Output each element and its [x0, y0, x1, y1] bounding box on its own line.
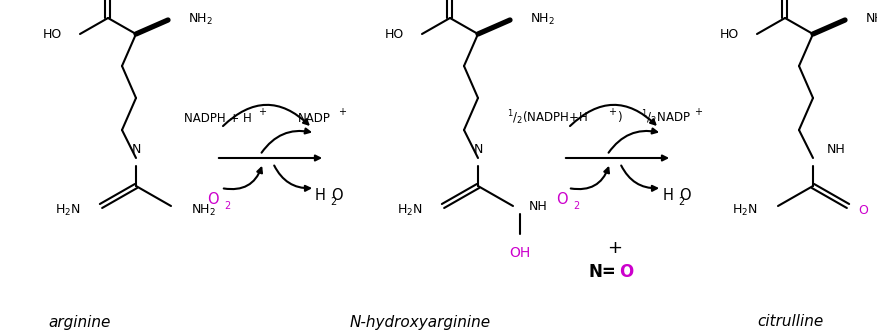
- Text: HO: HO: [719, 28, 738, 41]
- Text: +: +: [258, 107, 266, 117]
- Text: 2: 2: [330, 197, 336, 207]
- Text: NH: NH: [529, 200, 547, 212]
- Text: NADPH + H: NADPH + H: [184, 112, 252, 125]
- Text: +: +: [607, 107, 616, 117]
- Text: +: +: [338, 107, 346, 117]
- Text: H$_2$N: H$_2$N: [55, 203, 81, 217]
- Text: NH$_2$: NH$_2$: [188, 11, 213, 27]
- Text: N=: N=: [588, 263, 615, 281]
- Text: 2: 2: [677, 197, 683, 207]
- Text: NH$_2$: NH$_2$: [191, 203, 216, 217]
- Text: H$_2$N: H$_2$N: [397, 203, 423, 217]
- Text: NH$_2$: NH$_2$: [530, 11, 554, 27]
- Text: HO: HO: [43, 28, 62, 41]
- Text: O: O: [618, 263, 632, 281]
- Text: N-hydroxyarginine: N-hydroxyarginine: [349, 314, 490, 330]
- Text: NH$_2$: NH$_2$: [864, 11, 877, 27]
- Text: 2: 2: [573, 201, 579, 211]
- Text: H: H: [662, 188, 673, 204]
- Text: 2: 2: [224, 201, 230, 211]
- Text: +: +: [607, 239, 622, 257]
- Text: H: H: [314, 188, 325, 204]
- Text: $^{1}$/$_{2}$(NADPH+H: $^{1}$/$_{2}$(NADPH+H: [507, 109, 588, 127]
- Text: HO: HO: [384, 28, 403, 41]
- Text: +: +: [693, 107, 702, 117]
- Text: NADP: NADP: [297, 112, 330, 125]
- Text: H$_2$N: H$_2$N: [731, 203, 757, 217]
- Text: O: O: [331, 188, 342, 204]
- Text: $^{1}$/$_{2}$NADP: $^{1}$/$_{2}$NADP: [640, 109, 690, 127]
- Text: OH: OH: [509, 246, 530, 260]
- Text: ): ): [617, 112, 621, 125]
- Text: O: O: [679, 188, 690, 204]
- Text: N: N: [132, 143, 140, 156]
- Text: arginine: arginine: [49, 314, 111, 330]
- Text: citrulline: citrulline: [756, 314, 822, 330]
- Text: O: O: [555, 193, 567, 208]
- Text: N: N: [473, 143, 482, 156]
- Text: O: O: [207, 193, 218, 208]
- Text: NH: NH: [826, 143, 845, 156]
- Text: O: O: [857, 204, 866, 216]
